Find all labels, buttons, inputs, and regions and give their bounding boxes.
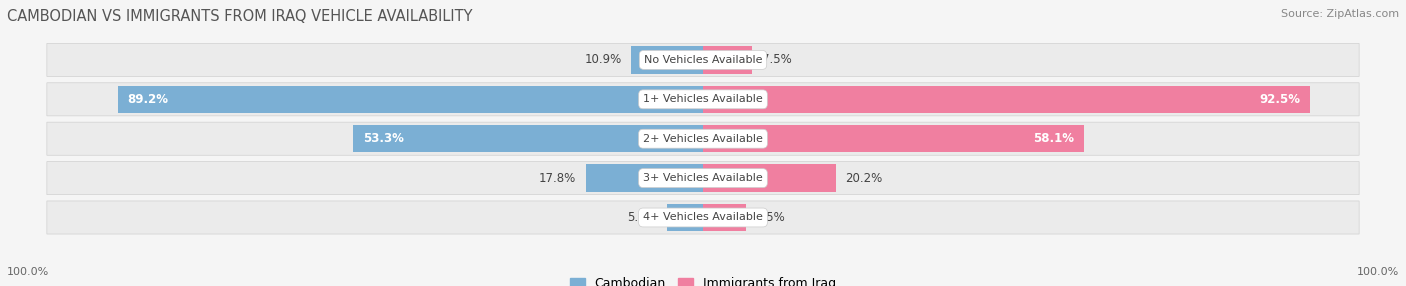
- Text: 17.8%: 17.8%: [538, 172, 576, 184]
- Bar: [703, 164, 835, 192]
- Text: 4+ Vehicles Available: 4+ Vehicles Available: [643, 212, 763, 223]
- Text: 3+ Vehicles Available: 3+ Vehicles Available: [643, 173, 763, 183]
- Bar: [703, 46, 752, 74]
- Legend: Cambodian, Immigrants from Iraq: Cambodian, Immigrants from Iraq: [565, 272, 841, 286]
- Bar: [118, 86, 703, 113]
- Bar: [353, 125, 703, 152]
- FancyBboxPatch shape: [46, 201, 1360, 234]
- Text: 10.9%: 10.9%: [585, 53, 621, 66]
- Bar: [666, 204, 703, 231]
- FancyBboxPatch shape: [46, 43, 1360, 76]
- Text: 58.1%: 58.1%: [1033, 132, 1074, 145]
- Text: No Vehicles Available: No Vehicles Available: [644, 55, 762, 65]
- Text: 53.3%: 53.3%: [363, 132, 404, 145]
- Text: Source: ZipAtlas.com: Source: ZipAtlas.com: [1281, 9, 1399, 19]
- FancyBboxPatch shape: [46, 83, 1360, 116]
- Bar: [703, 204, 745, 231]
- Text: 1+ Vehicles Available: 1+ Vehicles Available: [643, 94, 763, 104]
- FancyBboxPatch shape: [46, 122, 1360, 155]
- Text: 7.5%: 7.5%: [762, 53, 792, 66]
- Text: 89.2%: 89.2%: [128, 93, 169, 106]
- Text: 20.2%: 20.2%: [845, 172, 883, 184]
- Text: 92.5%: 92.5%: [1260, 93, 1301, 106]
- Text: CAMBODIAN VS IMMIGRANTS FROM IRAQ VEHICLE AVAILABILITY: CAMBODIAN VS IMMIGRANTS FROM IRAQ VEHICL…: [7, 9, 472, 23]
- Bar: [703, 125, 1084, 152]
- Text: 100.0%: 100.0%: [1357, 267, 1399, 277]
- Text: 6.5%: 6.5%: [755, 211, 785, 224]
- Bar: [586, 164, 703, 192]
- FancyBboxPatch shape: [46, 162, 1360, 195]
- Bar: [703, 86, 1310, 113]
- Text: 2+ Vehicles Available: 2+ Vehicles Available: [643, 134, 763, 144]
- Text: 5.5%: 5.5%: [627, 211, 657, 224]
- Bar: [631, 46, 703, 74]
- Text: 100.0%: 100.0%: [7, 267, 49, 277]
